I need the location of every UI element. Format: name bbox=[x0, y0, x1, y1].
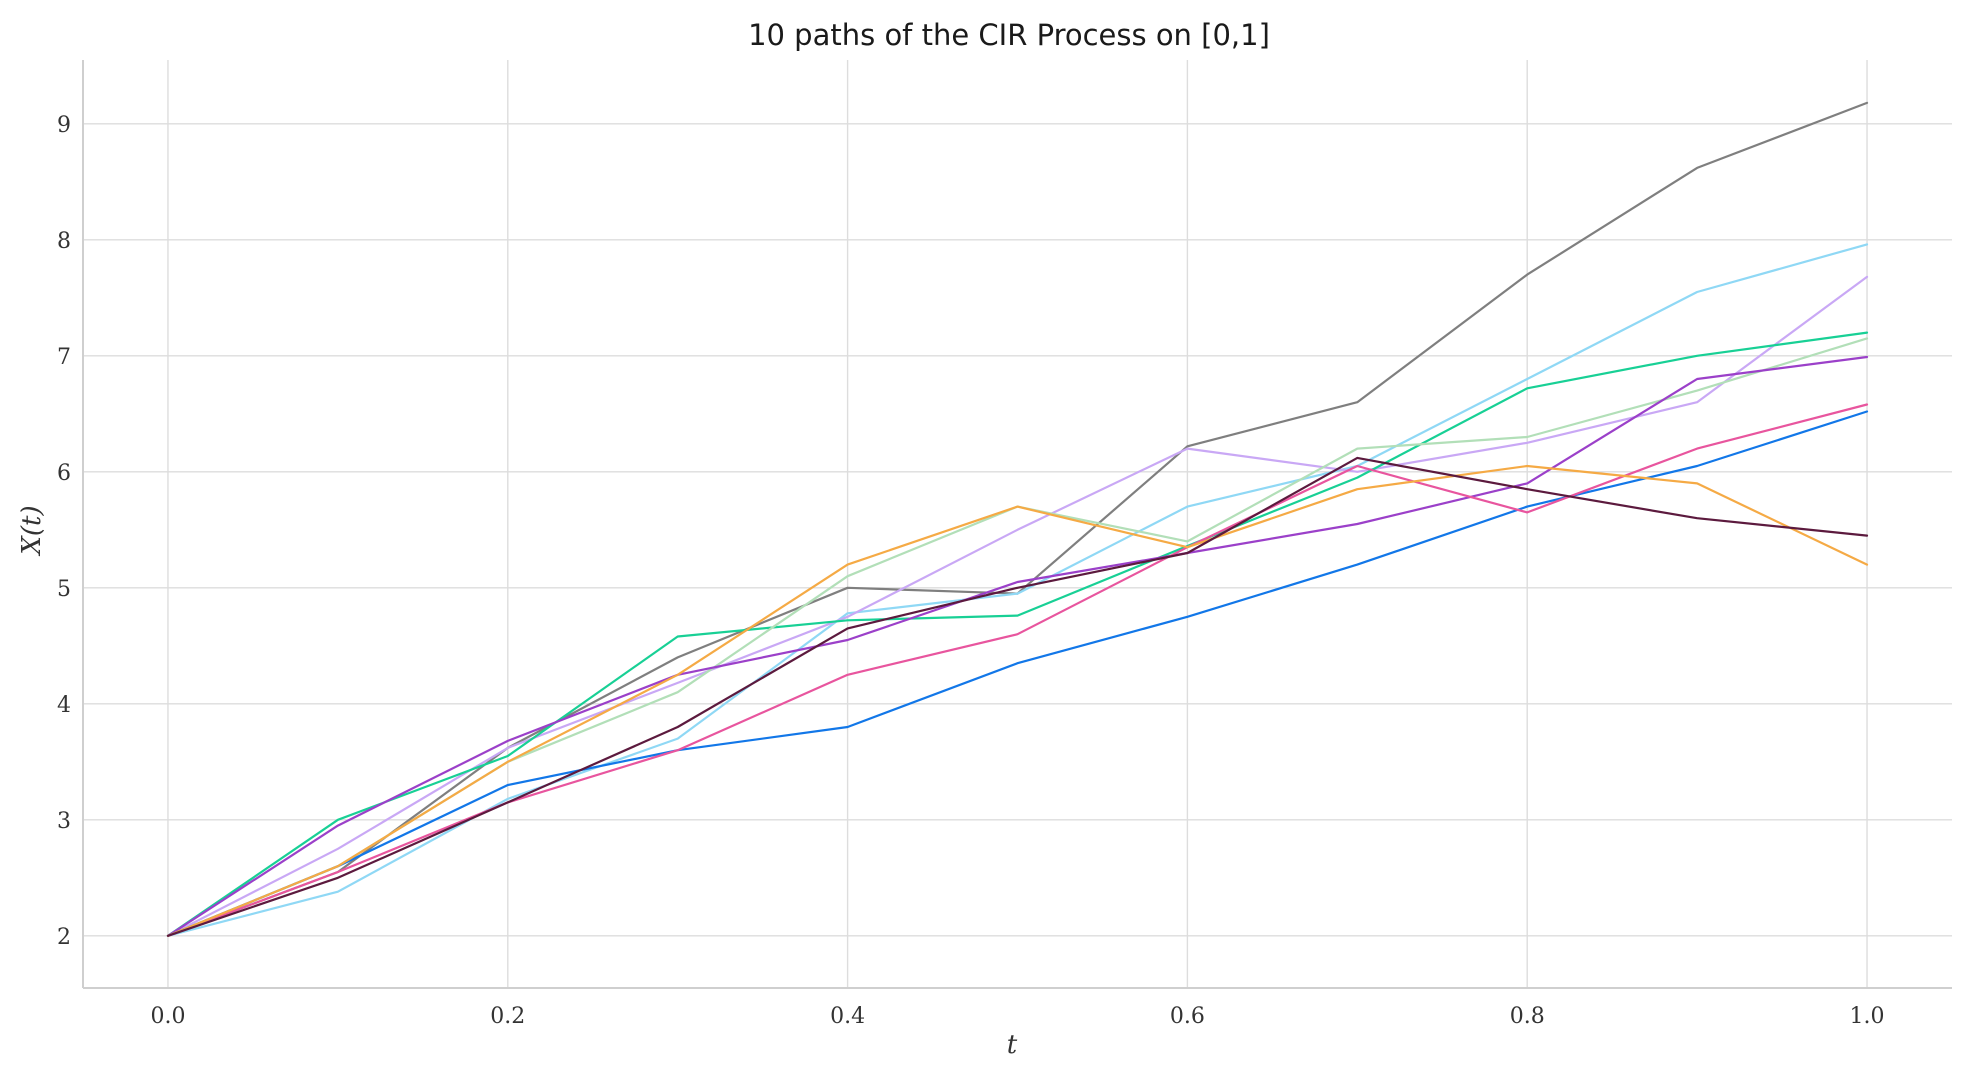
x-tick-label: 0.2 bbox=[490, 1004, 525, 1029]
y-axis-label: X(t) bbox=[17, 505, 47, 556]
y-tick-label: 3 bbox=[57, 809, 71, 834]
series-line-3 bbox=[166, 275, 1869, 937]
series-line-10 bbox=[166, 456, 1869, 937]
y-tick-label: 5 bbox=[57, 577, 71, 602]
y-tick-label: 7 bbox=[57, 345, 71, 370]
series-line-1 bbox=[166, 101, 1869, 937]
x-tick-label: 0.8 bbox=[1510, 1004, 1545, 1029]
x-tick-label: 1.0 bbox=[1850, 1004, 1885, 1029]
y-gridlines bbox=[83, 123, 1952, 937]
chart-title: 10 paths of the CIR Process on [0,1] bbox=[748, 18, 1270, 52]
y-tick-labels: 2 3 4 5 6 7 8 9 bbox=[57, 113, 71, 950]
series-line-7 bbox=[166, 410, 1869, 937]
y-tick-label: 2 bbox=[57, 925, 71, 950]
y-tick-label: 4 bbox=[57, 693, 71, 718]
y-tick-label: 8 bbox=[57, 229, 71, 254]
series-line-9 bbox=[166, 464, 1869, 937]
x-tick-labels: 0.0 0.2 0.4 0.6 0.8 1.0 bbox=[150, 1004, 1884, 1029]
series-line-4 bbox=[166, 331, 1869, 937]
x-tick-label: 0.6 bbox=[1170, 1004, 1205, 1029]
series-layer bbox=[166, 101, 1869, 937]
series-line-6 bbox=[166, 355, 1869, 937]
x-axis-label: t bbox=[1007, 1030, 1018, 1060]
x-gridlines bbox=[167, 60, 1868, 988]
y-tick-label: 6 bbox=[57, 461, 71, 486]
y-tick-label: 9 bbox=[57, 113, 71, 138]
series-line-2 bbox=[166, 243, 1869, 937]
x-tick-label: 0.4 bbox=[830, 1004, 865, 1029]
series-line-8 bbox=[166, 403, 1869, 937]
x-tick-label: 0.0 bbox=[150, 1004, 185, 1029]
